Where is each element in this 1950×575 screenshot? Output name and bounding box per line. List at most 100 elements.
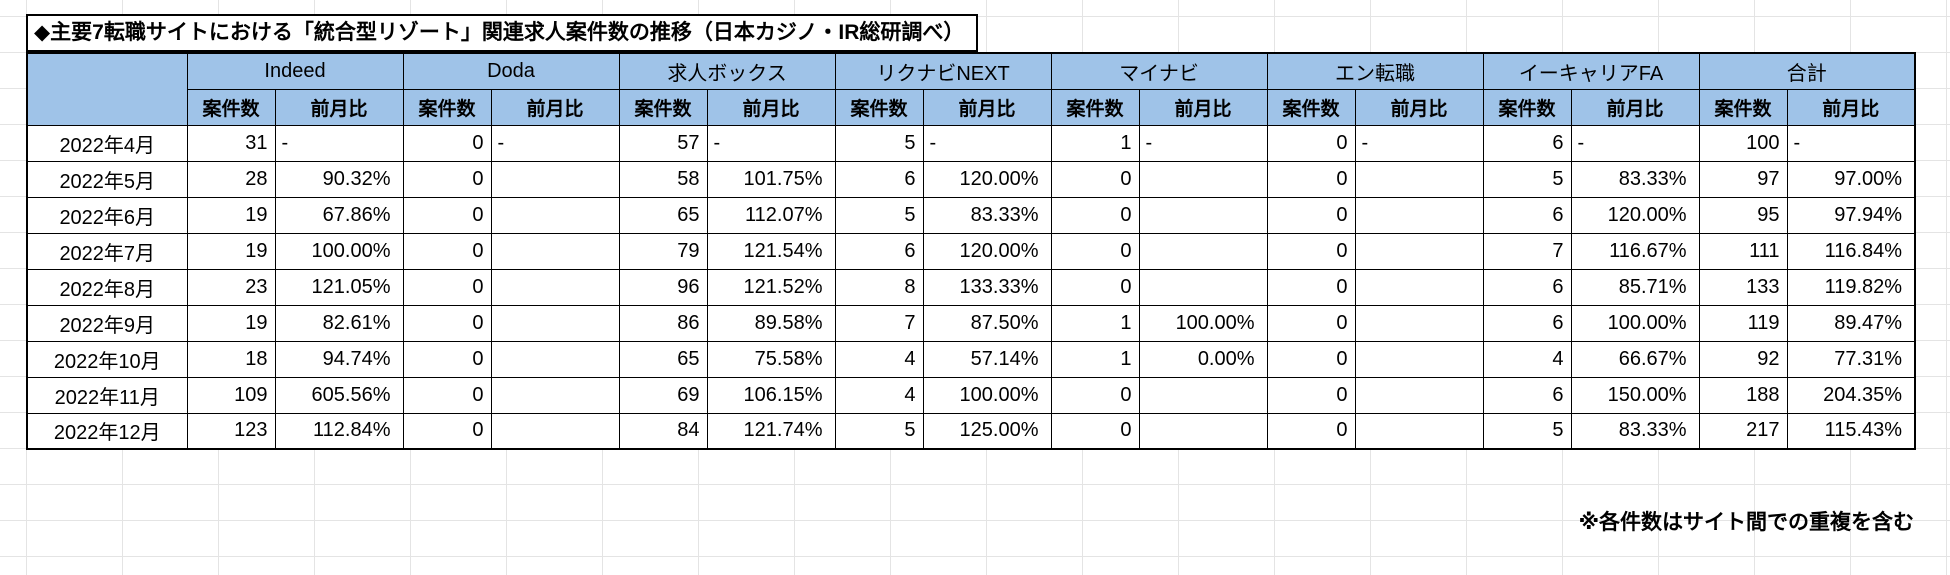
col-header-mom: 前月比 [274,88,404,126]
col-header-mom: 前月比 [706,88,836,126]
mom-cell: 119.82% [1786,268,1916,306]
mom-cell: - [1354,124,1484,162]
mom-cell [490,268,620,306]
mom-cell: 112.84% [274,412,404,450]
count-cell: 0 [402,196,492,234]
mom-cell: 89.58% [706,304,836,342]
count-cell: 7 [1482,232,1572,270]
col-header-mom: 前月比 [1354,88,1484,126]
mom-cell: 100.00% [274,232,404,270]
mom-cell [490,412,620,450]
count-cell: 0 [1050,268,1140,306]
count-cell: 6 [1482,304,1572,342]
page-title: ◆主要7転職サイトにおける「統合型リゾート」関連求人案件数の推移（日本カジノ・I… [26,14,979,52]
count-cell: 1 [1050,124,1140,162]
count-cell: 0 [1266,412,1356,450]
mom-cell: 100.00% [922,376,1052,414]
mom-cell: - [490,124,620,162]
count-cell: 0 [1050,160,1140,198]
mom-cell [1354,376,1484,414]
count-cell: 0 [1050,232,1140,270]
mom-cell: 87.50% [922,304,1052,342]
count-cell: 69 [618,376,708,414]
count-cell: 4 [1482,340,1572,378]
mom-cell: - [274,124,404,162]
site-header-doda: Doda [402,52,620,90]
footnote: ※各件数はサイト間での重複を含む [1578,511,1914,534]
count-cell: 23 [186,268,276,306]
mom-cell [1354,196,1484,234]
month-cell: 2022年9月 [26,304,188,342]
mom-cell: 97.00% [1786,160,1916,198]
count-cell: 4 [834,340,924,378]
table-row: 2022年7月 19 100.00% 0 79 121.54% 6 120.00% 0 0 7 116… [26,232,1916,270]
count-cell: 19 [186,232,276,270]
count-cell: 57 [618,124,708,162]
count-cell: 6 [1482,124,1572,162]
count-cell: 188 [1698,376,1788,414]
col-header-mom: 前月比 [490,88,620,126]
count-cell: 0 [402,160,492,198]
mom-cell: 133.33% [922,268,1052,306]
mom-cell: 57.14% [922,340,1052,378]
count-cell: 19 [186,304,276,342]
col-header-cases: 案件数 [1698,88,1788,126]
count-cell: 5 [1482,160,1572,198]
count-cell: 0 [1266,124,1356,162]
count-cell: 1 [1050,340,1140,378]
mom-cell: 89.47% [1786,304,1916,342]
mom-cell: - [922,124,1052,162]
table-row: 2022年12月 123 112.84% 0 84 121.74% 5 125.00% 0 0 5 8… [26,412,1916,450]
count-cell: 8 [834,268,924,306]
table-body: 2022年4月 31-0-57-5-1-0-6-100-2022年5月 28 90.3… [26,124,1916,450]
mom-cell: 83.33% [922,196,1052,234]
mom-cell: 83.33% [1570,160,1700,198]
count-cell: 79 [618,232,708,270]
month-cell: 2022年12月 [26,412,188,450]
mom-cell: - [1786,124,1916,162]
site-header-total: 合計 [1698,52,1916,90]
site-header-ecareer-fa: イーキャリアFA [1482,52,1700,90]
mom-cell: 204.35% [1786,376,1916,414]
mom-cell: 121.54% [706,232,836,270]
count-cell: 28 [186,160,276,198]
mom-cell [1354,268,1484,306]
site-header-indeed: Indeed [186,52,404,90]
site-header-kyujin-box: 求人ボックス [618,52,836,90]
count-cell: 58 [618,160,708,198]
mom-cell [1354,232,1484,270]
col-header-cases: 案件数 [1266,88,1356,126]
mom-cell: - [1138,124,1268,162]
count-cell: 0 [1266,196,1356,234]
col-header-cases: 案件数 [618,88,708,126]
count-cell: 4 [834,376,924,414]
sub-header-row: 案件数 前月比 案件数 前月比 案件数 前月比 案件数 前月比 案件数 前月比 … [27,88,1916,126]
count-cell: 0 [402,232,492,270]
count-cell: 65 [618,196,708,234]
mom-cell: 90.32% [274,160,404,198]
mom-cell [1138,412,1268,450]
mom-cell: 100.00% [1138,304,1268,342]
count-cell: 217 [1698,412,1788,450]
count-cell: 18 [186,340,276,378]
mom-cell [1138,376,1268,414]
col-header-cases: 案件数 [186,88,276,126]
mom-cell: 116.67% [1570,232,1700,270]
mom-cell: 120.00% [922,160,1052,198]
mom-cell [490,196,620,234]
count-cell: 5 [834,412,924,450]
mom-cell [1354,160,1484,198]
count-cell: 84 [618,412,708,450]
mom-cell: 82.61% [274,304,404,342]
table-row: 2022年10月 18 94.74% 0 65 75.58% 4 57.14% 1 0.00% 0 4… [26,340,1916,378]
count-cell: 109 [186,376,276,414]
mom-cell [1138,196,1268,234]
count-cell: 123 [186,412,276,450]
mom-cell: 116.84% [1786,232,1916,270]
count-cell: 0 [402,376,492,414]
count-cell: 95 [1698,196,1788,234]
mom-cell: 121.52% [706,268,836,306]
month-cell: 2022年8月 [26,268,188,306]
col-header-mom: 前月比 [1570,88,1700,126]
count-cell: 0 [402,268,492,306]
